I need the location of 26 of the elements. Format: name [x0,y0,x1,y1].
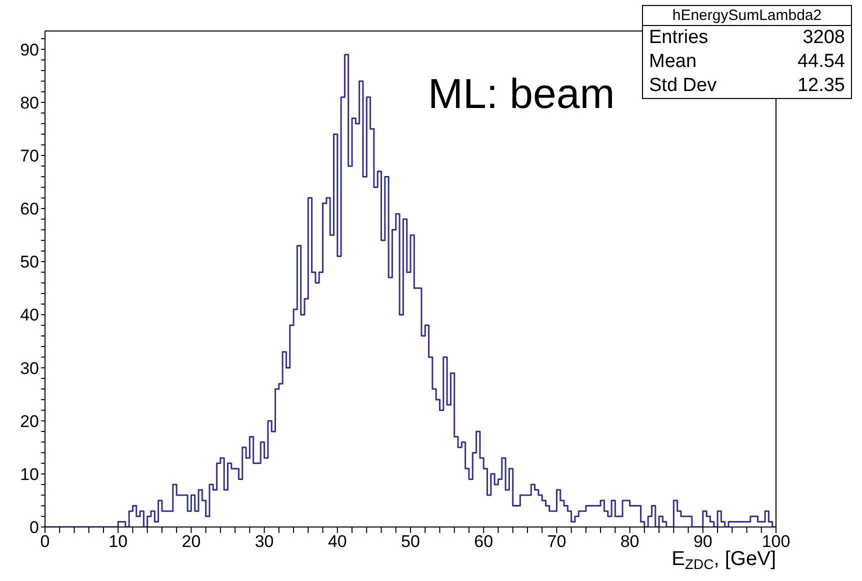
y-tick-label: 50 [20,252,39,272]
x-tick-label: 80 [620,532,640,552]
text: hEnergySumLambda2 [643,6,851,26]
x-tick-label: 10 [108,532,128,552]
x-tick-label: 60 [474,532,494,552]
y-tick-label: 10 [20,464,39,484]
x-tick-label: 30 [254,532,274,552]
y-tick-label: 80 [20,93,39,112]
y-tick-label: 70 [20,146,39,166]
y-tick-label: 60 [20,200,39,219]
annotation: ML: beam [428,70,615,118]
x-tick-label: 50 [401,532,420,552]
annotation: Entries [649,26,708,50]
text: 12.35 [797,74,845,98]
y-tick-label: 40 [20,306,39,325]
annotation: Mean [649,50,697,74]
y-tick-label: 0 [30,518,39,538]
text: 3208 [802,26,845,50]
text: 44.54 [797,50,845,74]
y-tick-label: 20 [20,412,39,431]
x-tick-label: 70 [547,532,566,552]
x-tick-label: 40 [328,532,347,552]
y-tick-label: 30 [20,358,39,378]
y-tick-label: 90 [20,40,39,60]
x-tick-label: 20 [182,532,201,552]
annotation: Std Dev [649,74,717,98]
